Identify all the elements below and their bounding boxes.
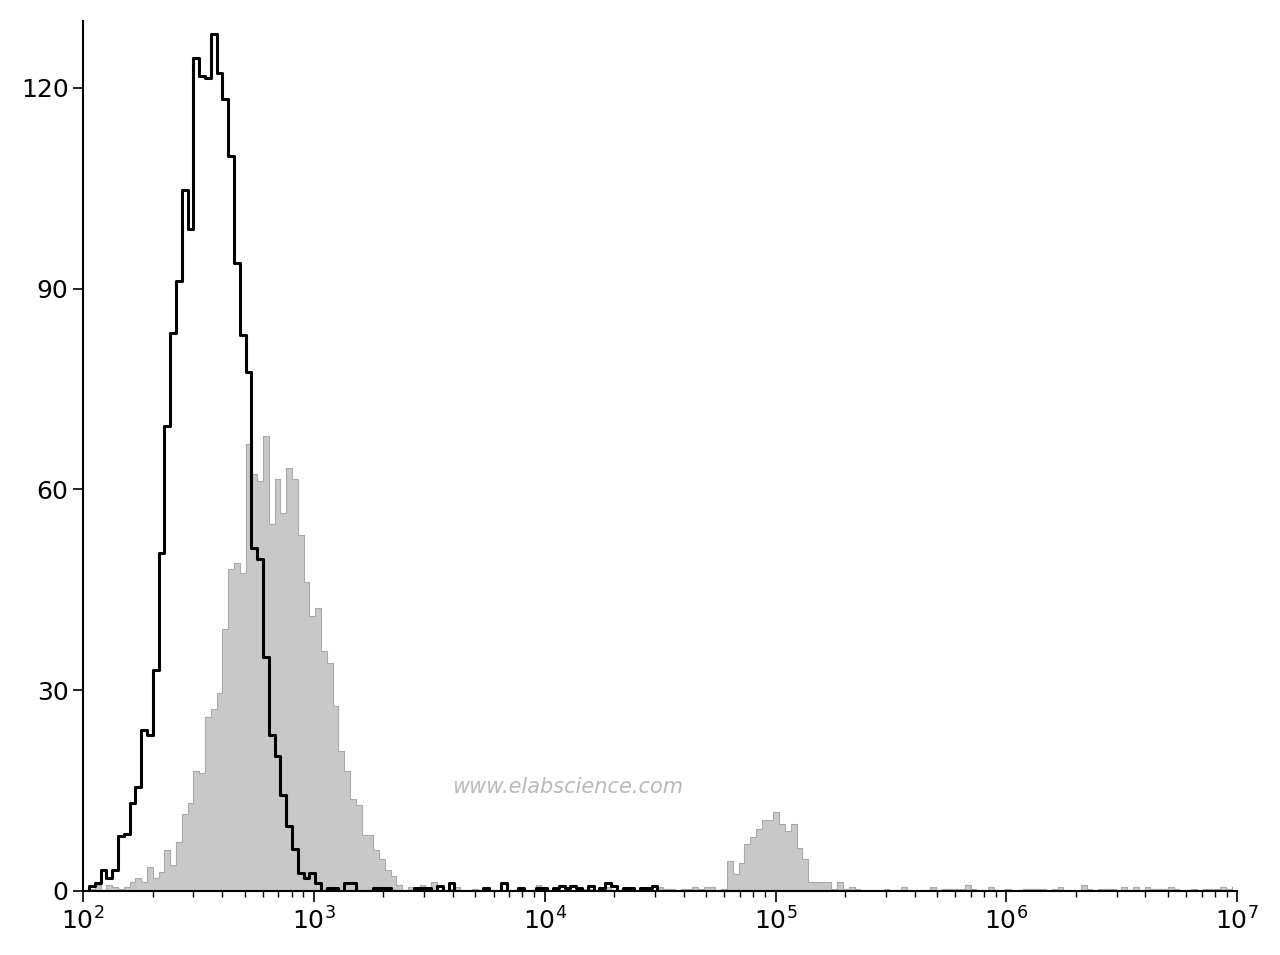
Text: www.elabscience.com: www.elabscience.com [452, 776, 684, 796]
